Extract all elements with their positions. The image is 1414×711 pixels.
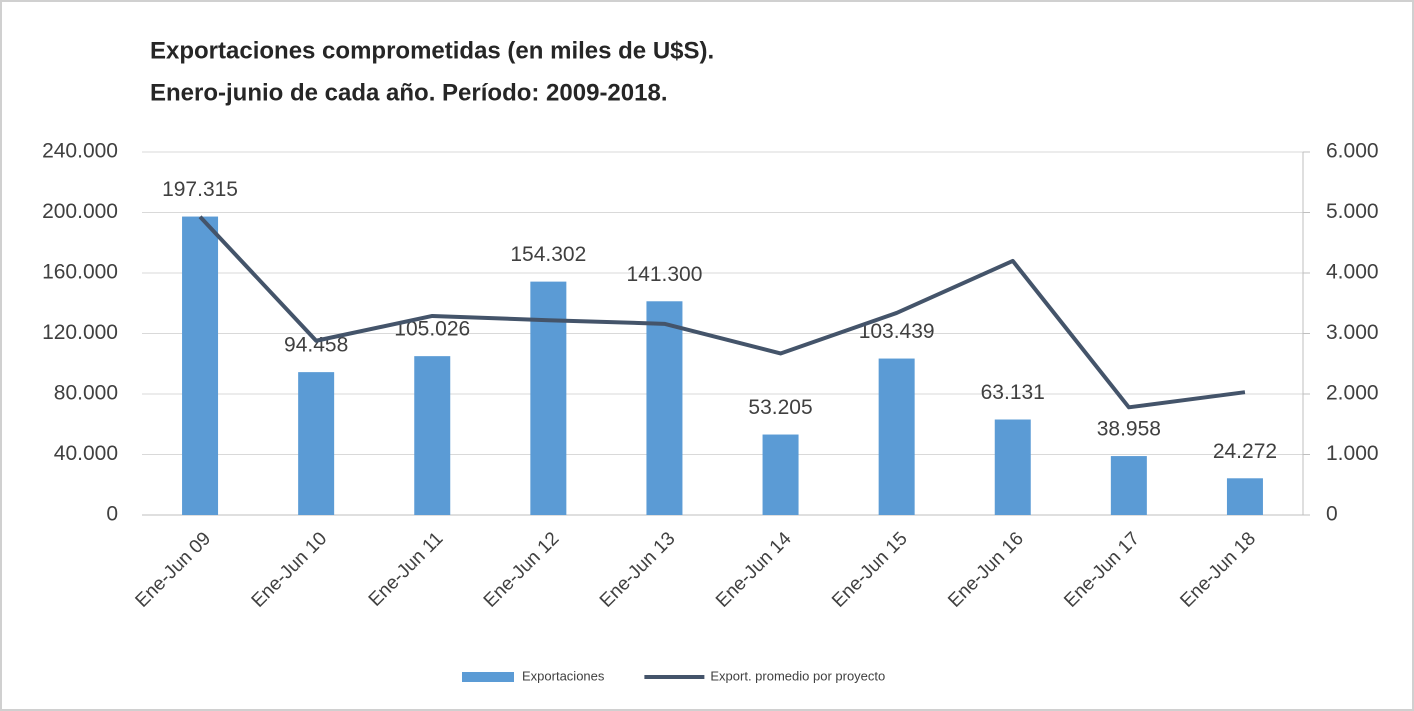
y-tick-label: 0	[106, 503, 118, 526]
legend-swatch	[462, 672, 514, 682]
line	[198, 215, 1246, 410]
y2-tick-label: 0	[1326, 503, 1338, 526]
y-tick-label: 40.000	[54, 442, 118, 465]
y2-tick-label: 3.000	[1326, 321, 1379, 344]
y2-tick-label: 6.000	[1326, 140, 1379, 163]
y2-tick-label: 1.000	[1326, 442, 1379, 465]
legend-label: Exportaciones	[522, 668, 605, 683]
bar	[182, 216, 219, 515]
y-tick-label: 160.000	[42, 261, 118, 284]
data-label: 197.315	[162, 178, 238, 201]
y-tick-label: 200.000	[42, 200, 118, 223]
data-label: 24.272	[1213, 440, 1277, 463]
bar	[1110, 456, 1147, 515]
bar	[762, 434, 799, 515]
data-label: 63.131	[981, 381, 1045, 404]
y-tick-label: 80.000	[54, 382, 118, 405]
bar	[414, 356, 451, 515]
chart-title: Exportaciones comprometidas (en miles de…	[150, 37, 714, 64]
y2-tick-label: 5.000	[1326, 200, 1379, 223]
bar	[878, 358, 915, 515]
bar	[530, 281, 567, 515]
chart-title: Enero-junio de cada año. Período: 2009-2…	[150, 79, 668, 106]
y-tick-label: 240.000	[42, 140, 118, 163]
y-tick-label: 120.000	[42, 321, 118, 344]
data-label: 103.439	[859, 320, 935, 343]
data-label: 141.300	[626, 263, 702, 286]
data-label: 105.026	[394, 318, 470, 341]
bar	[1226, 478, 1263, 515]
data-label: 38.958	[1097, 418, 1161, 441]
y2-tick-label: 4.000	[1326, 261, 1379, 284]
legend-label: Export. promedio por proyecto	[710, 668, 885, 683]
data-label: 94.458	[284, 334, 348, 357]
y2-tick-label: 2.000	[1326, 382, 1379, 405]
bar	[298, 372, 335, 515]
data-label: 53.205	[748, 396, 812, 419]
data-label: 154.302	[510, 243, 586, 266]
bar	[994, 419, 1031, 515]
bar	[646, 301, 683, 515]
